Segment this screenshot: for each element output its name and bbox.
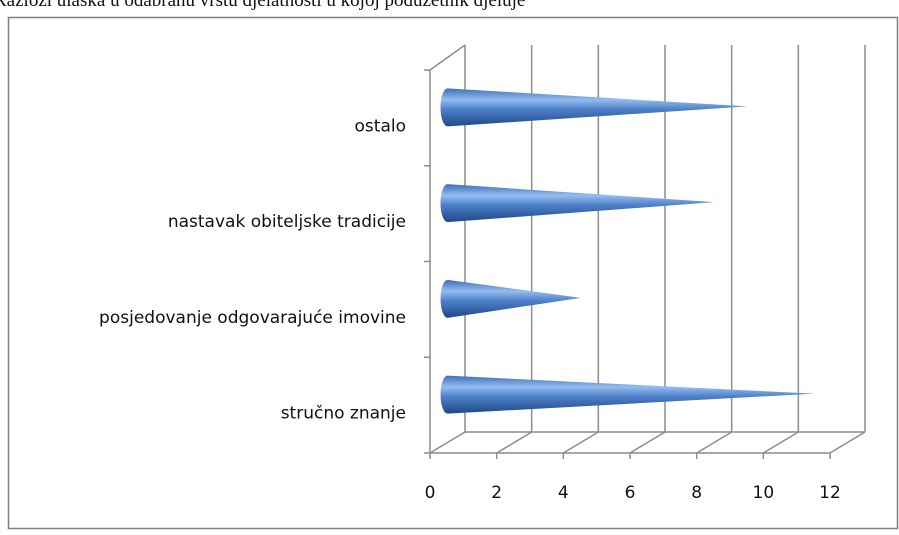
cone-bar [440, 375, 815, 414]
grid-line [696, 431, 733, 454]
x-tick-label: 6 [625, 483, 636, 503]
x-tick-label: 8 [691, 483, 702, 503]
y-tick-label: posjedovanje odgovarajuće imovine [99, 308, 406, 328]
x-tick-label: 12 [819, 483, 841, 503]
chart-frame [7, 16, 899, 530]
y-tick-label: nastavak obiteljske tradicije [168, 212, 406, 232]
x-tick-label: 0 [425, 483, 436, 503]
grid-line [762, 431, 799, 454]
cone-bar [440, 88, 748, 127]
grid-line [829, 431, 866, 454]
cone-bar [440, 279, 581, 318]
wall-edge [429, 44, 466, 71]
grid-line [429, 431, 466, 454]
y-tick-label: ostalo [355, 116, 406, 136]
grid-line [496, 431, 533, 454]
y-tick-label: stručno znanje [281, 404, 406, 424]
cone-bar [440, 184, 715, 223]
grid-line [562, 431, 599, 454]
x-tick-label: 10 [753, 483, 775, 503]
grid-line [629, 431, 666, 454]
x-tick-label: 4 [558, 483, 569, 503]
x-tick-label: 2 [491, 483, 502, 503]
chart-title: Razlozi ulaska u odabranu vrstu djelatno… [0, 0, 525, 11]
